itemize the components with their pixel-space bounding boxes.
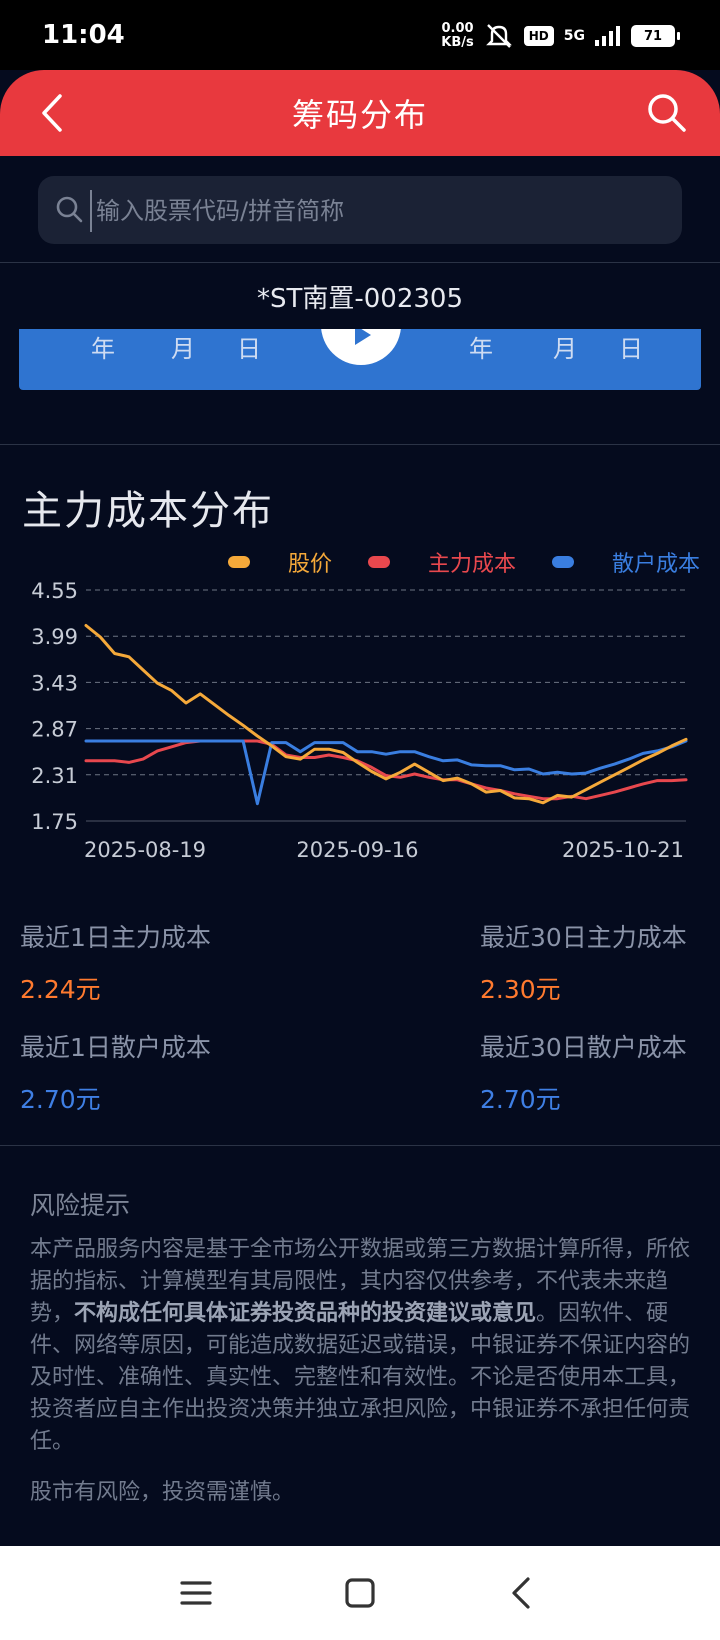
series-line-0 <box>84 624 688 805</box>
risk-footer: 股市有风险，投资需谨慎。 <box>30 1480 295 1505</box>
stat-value: 2.70元 <box>20 1085 101 1114</box>
search-icon[interactable] <box>642 88 692 138</box>
start-year[interactable]: 年 <box>91 335 115 363</box>
legend-swatch-price <box>227 556 250 568</box>
y-tick-label: 1.75 <box>31 810 78 834</box>
y-tick-label: 2.31 <box>31 764 78 788</box>
legend-label-retail-cost: 散户成本 <box>611 552 700 577</box>
status-icons: 0.00 KB/s HD 5G 71 <box>441 22 680 50</box>
stat-retail-30d: 最近30日散户成本 2.70元 <box>480 1028 687 1116</box>
search-field-icon <box>56 196 83 223</box>
network-type: 5G <box>563 28 585 44</box>
network-speed: 0.00 KB/s <box>441 22 473 50</box>
start-month[interactable]: 月 <box>171 335 195 363</box>
y-tick-label: 3.43 <box>31 671 78 695</box>
mute-icon <box>485 24 512 48</box>
page-title: 筹码分布 <box>291 96 428 134</box>
divider <box>0 1145 720 1146</box>
x-tick-label: 2025-10-21 <box>562 838 684 862</box>
top-bar: 筹码分布 <box>0 70 720 156</box>
divider <box>0 444 720 445</box>
legend-swatch-retail-cost <box>551 556 574 568</box>
play-button[interactable] <box>321 329 401 365</box>
network-speed-value: 0.00 <box>441 21 474 36</box>
stat-label: 最近1日散户成本 <box>20 1033 211 1062</box>
stat-main-1d: 最近1日主力成本 2.24元 <box>20 918 211 1006</box>
status-bar: 11:04 0.00 KB/s HD 5G 71 <box>0 0 720 70</box>
legend-item-main-cost[interactable]: 主力成本 <box>367 546 516 578</box>
date-range-bar[interactable]: 年 月 日 年 月 日 <box>19 329 701 390</box>
end-month[interactable]: 月 <box>553 335 577 363</box>
back-arrow-icon[interactable] <box>30 88 80 138</box>
y-tick-label: 3.99 <box>31 625 78 649</box>
risk-text: 本产品服务内容是基于全市场公开数据或第三方数据计算所得，所依据的指标、计算模型有… <box>30 1234 694 1458</box>
stat-main-30d: 最近30日主力成本 2.30元 <box>480 918 687 1006</box>
x-tick-label: 2025-08-19 <box>84 838 206 862</box>
series-line-2 <box>84 739 688 806</box>
stat-label: 最近30日散户成本 <box>480 1033 687 1062</box>
signal-icon <box>595 26 620 46</box>
stat-retail-1d: 最近1日散户成本 2.70元 <box>20 1028 211 1116</box>
end-year[interactable]: 年 <box>469 335 493 363</box>
stat-value: 2.24元 <box>20 975 101 1004</box>
system-nav-bar <box>0 1546 720 1640</box>
risk-text-bold: 不构成任何具体证券投资品种的投资建议或意见 <box>74 1301 537 1326</box>
legend-item-retail-cost[interactable]: 散户成本 <box>551 546 700 578</box>
y-tick-label: 4.55 <box>31 579 78 603</box>
play-icon <box>355 329 371 345</box>
network-speed-unit: KB/s <box>441 35 474 50</box>
legend-item-price[interactable]: 股价 <box>227 546 332 578</box>
series-line-1 <box>84 739 688 801</box>
back-icon[interactable] <box>502 1573 542 1613</box>
search-input[interactable] <box>90 190 658 232</box>
search-box[interactable] <box>38 176 682 244</box>
battery-level: 71 <box>631 25 675 47</box>
risk-text-part: 。因软件、硬件、网络等原因，可能造成数据延迟或错误，中银证券不保证内容的及时性、… <box>30 1301 691 1454</box>
chart-legend: 股价 主力成本 散户成本 <box>192 546 700 578</box>
legend-label-price: 股价 <box>287 552 332 577</box>
legend-swatch-main-cost <box>367 556 390 568</box>
section-title: 主力成本分布 <box>22 488 274 534</box>
battery-tip <box>677 32 680 40</box>
legend-label-main-cost: 主力成本 <box>427 552 516 577</box>
home-icon[interactable] <box>340 1573 380 1613</box>
hd-badge: HD <box>523 26 554 46</box>
stat-label: 最近1日主力成本 <box>20 923 211 952</box>
stat-label: 最近30日主力成本 <box>480 923 687 952</box>
menu-icon[interactable] <box>176 1573 216 1613</box>
end-day[interactable]: 日 <box>619 335 643 363</box>
start-day[interactable]: 日 <box>237 335 261 363</box>
stat-value: 2.70元 <box>480 1085 561 1114</box>
risk-text-part: 本产品服务内容是基于全市场公开数据或第三方数据计算所得，所依据的指标、计算模型有… <box>30 1237 691 1326</box>
stat-value: 2.30元 <box>480 975 561 1004</box>
y-tick-label: 2.87 <box>31 718 78 742</box>
stock-name: *ST南置-002305 <box>256 284 464 314</box>
search-section <box>0 156 720 263</box>
x-tick-label: 2025-09-16 <box>296 838 418 862</box>
status-time: 11:04 <box>42 20 125 50</box>
risk-title: 风险提示 <box>30 1191 131 1220</box>
battery-icon: 71 <box>631 25 680 47</box>
